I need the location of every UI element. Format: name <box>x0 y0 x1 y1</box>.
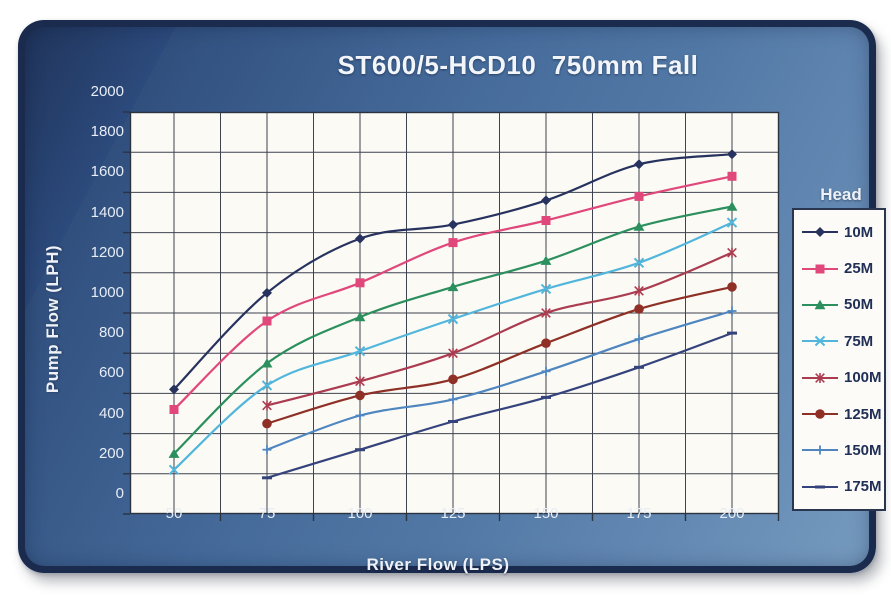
x-tick-100: 100 <box>347 505 373 522</box>
legend-entry-100m: 100M <box>801 369 884 386</box>
y-tick-200: 200 <box>98 444 124 462</box>
series-100m <box>262 247 737 411</box>
x-tick-125: 125 <box>440 505 466 522</box>
x-tick-150: 150 <box>533 505 559 522</box>
series-75m <box>168 217 738 476</box>
x-tick-175: 175 <box>626 505 652 522</box>
150m-marker-icon <box>802 445 838 455</box>
10m-marker-icon <box>802 227 838 238</box>
plot-area <box>123 111 780 521</box>
100m-marker-icon <box>802 372 838 383</box>
legend-title: Head <box>820 185 862 204</box>
y-tick-800: 800 <box>98 324 124 342</box>
legend: 10M 25M 50M 75M 100M 125M 150M 175M <box>792 208 886 511</box>
legend-entry-10m: 10M <box>801 224 884 241</box>
series-175m <box>262 331 737 480</box>
y-tick-1000: 1000 <box>90 284 124 301</box>
y-axis-title: Pump Flow (LPH) <box>43 244 62 394</box>
x-tick-50: 50 <box>165 505 183 522</box>
legend-label: 150M <box>844 441 882 459</box>
25m-marker-icon <box>802 264 838 274</box>
legend-entry-50m: 50M <box>801 296 884 313</box>
chart-card: ST600/5-HCD10 750mm Fall Pump Flow (LPH)… <box>18 20 886 574</box>
legend-label: 50M <box>844 296 874 314</box>
y-tick-1200: 1200 <box>90 243 124 261</box>
x-tick-200: 200 <box>719 505 745 522</box>
series-25m <box>169 171 737 414</box>
legend-label: 125M <box>844 405 882 423</box>
series-125m <box>262 282 737 429</box>
legend-label: 25M <box>844 260 874 278</box>
series-150m <box>262 306 737 455</box>
y-tick-1600: 1600 <box>90 163 124 181</box>
legend-label: 75M <box>844 332 874 350</box>
175m-marker-icon <box>802 485 838 489</box>
legend-label: 10M <box>844 223 874 241</box>
pump-curve-chart <box>123 111 780 521</box>
75m-marker-icon <box>802 336 838 347</box>
legend-entry-175m: 175M <box>801 478 884 495</box>
legend-entry-75m: 75M <box>801 333 884 350</box>
y-tick-400: 400 <box>98 404 124 422</box>
x-axis-title: River Flow (LPS) <box>366 555 510 574</box>
legend-entry-25m: 25M <box>801 260 884 277</box>
y-tick-600: 600 <box>98 364 124 382</box>
legend-label: 100M <box>844 369 882 387</box>
legend-label: 175M <box>844 478 882 496</box>
y-tick-0: 0 <box>115 485 124 502</box>
50m-marker-icon <box>802 299 838 310</box>
125m-marker-icon <box>802 409 838 419</box>
y-tick-1400: 1400 <box>90 203 124 221</box>
y-tick-2000: 2000 <box>90 83 124 100</box>
legend-entry-150m: 150M <box>801 442 884 459</box>
y-tick-1800: 1800 <box>90 123 124 141</box>
series-50m <box>168 201 738 458</box>
legend-entry-125m: 125M <box>801 406 884 423</box>
series-10m <box>169 149 737 395</box>
chart-title: ST600/5-HCD10 750mm Fall <box>337 50 699 80</box>
x-tick-75: 75 <box>258 505 276 522</box>
